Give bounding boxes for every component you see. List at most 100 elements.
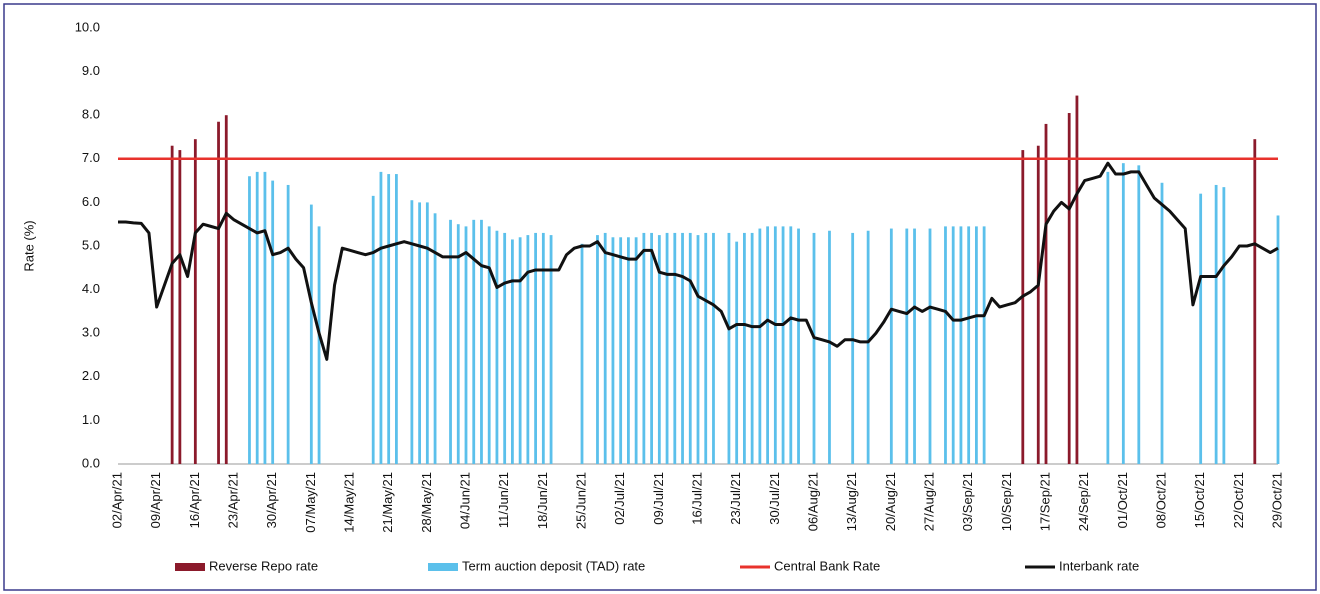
bar: [526, 235, 530, 464]
legend-label: Reverse Repo rate: [209, 558, 318, 573]
bar: [596, 235, 599, 464]
bar: [696, 235, 700, 464]
bar: [549, 235, 553, 464]
bar: [975, 226, 978, 464]
bar: [913, 228, 916, 464]
bar: [580, 243, 584, 464]
legend-label: Central Bank Rate: [774, 558, 880, 573]
y-tick-label: 7.0: [82, 150, 100, 165]
bar: [511, 239, 514, 464]
bar: [387, 174, 391, 464]
y-tick-label: 2.0: [82, 368, 100, 383]
x-tick-label: 29/Oct/21: [1269, 472, 1284, 528]
x-tick-label: 08/Oct/21: [1153, 472, 1168, 528]
y-tick-label: 6.0: [82, 194, 100, 209]
bar: [959, 226, 963, 464]
x-tick-label: 16/Jul/21: [689, 472, 704, 525]
x-tick-label: 14/May/21: [341, 472, 356, 533]
bar: [248, 176, 251, 465]
bar: [1276, 215, 1280, 464]
x-tick-label: 03/Sep/21: [960, 472, 975, 531]
bar: [851, 232, 855, 464]
bar: [766, 226, 769, 464]
y-tick-label: 3.0: [82, 325, 100, 340]
y-tick-label: 10.0: [75, 19, 100, 34]
x-tick-label: 06/Aug/21: [805, 472, 820, 531]
bar: [611, 237, 615, 464]
x-tick-label: 23/Jul/21: [728, 472, 743, 525]
x-tick-label: 09/Jul/21: [651, 472, 666, 525]
bar: [634, 237, 638, 464]
x-tick-label: 28/May/21: [419, 472, 434, 533]
bar: [395, 174, 398, 464]
bar: [464, 226, 468, 464]
bar: [518, 237, 522, 464]
x-tick-label: 04/Jun/21: [457, 472, 472, 529]
bar: [789, 226, 793, 464]
bar: [727, 232, 731, 464]
x-tick-label: 30/Apr/21: [264, 472, 279, 528]
bar: [433, 213, 437, 464]
x-tick-label: 23/Apr/21: [225, 472, 240, 528]
bar: [1253, 139, 1257, 464]
y-tick-label: 4.0: [82, 281, 100, 296]
bar: [681, 232, 684, 464]
bar: [773, 226, 777, 464]
bar: [1199, 193, 1203, 464]
bar: [866, 230, 870, 464]
bar: [456, 224, 460, 464]
bar: [480, 219, 483, 464]
bar: [425, 202, 429, 464]
bar: [495, 230, 499, 464]
x-tick-label: 16/Apr/21: [187, 472, 202, 528]
legend-label: Interbank rate: [1059, 558, 1139, 573]
bar: [812, 232, 816, 464]
bar: [704, 232, 708, 464]
bar: [271, 180, 275, 464]
line: [118, 161, 1279, 361]
bar: [379, 171, 383, 464]
y-tick-label: 9.0: [82, 63, 100, 78]
bar: [178, 150, 182, 464]
bar: [781, 226, 785, 464]
bar: [1137, 165, 1141, 464]
bar: [1214, 184, 1218, 464]
x-tick-label: 02/Jul/21: [612, 472, 627, 525]
bar: [1036, 145, 1040, 464]
bar: [255, 171, 259, 464]
bar: [758, 228, 762, 464]
y-tick-label: 1.0: [82, 412, 100, 427]
bar: [673, 232, 677, 464]
bar: [642, 232, 646, 464]
y-tick-label: 0.0: [82, 455, 100, 470]
bar: [712, 232, 715, 464]
bar: [1121, 163, 1125, 464]
bar: [1021, 150, 1025, 464]
bar: [263, 171, 267, 464]
bar: [905, 228, 909, 464]
bar: [627, 237, 630, 464]
bar: [309, 204, 313, 464]
x-tick-label: 15/Oct/21: [1192, 472, 1207, 528]
bar: [982, 226, 986, 464]
bar: [1222, 187, 1226, 464]
x-tick-label: 09/Apr/21: [148, 472, 163, 528]
x-tick-label: 21/May/21: [380, 472, 395, 533]
bar: [797, 228, 800, 464]
bar: [1160, 182, 1164, 464]
bar: [371, 195, 375, 465]
bar: [534, 232, 537, 464]
x-tick-label: 13/Aug/21: [844, 472, 859, 531]
bar: [449, 219, 452, 464]
bar: [665, 232, 669, 464]
x-tick-label: 10/Sep/21: [999, 472, 1014, 531]
bar: [317, 226, 321, 464]
bar: [217, 121, 220, 465]
bar: [1067, 113, 1071, 465]
legend-swatch: [428, 563, 458, 571]
bar: [928, 228, 932, 464]
x-tick-label: 22/Oct/21: [1231, 472, 1246, 528]
bar: [750, 232, 754, 464]
bar: [503, 232, 507, 464]
bar: [619, 237, 623, 464]
